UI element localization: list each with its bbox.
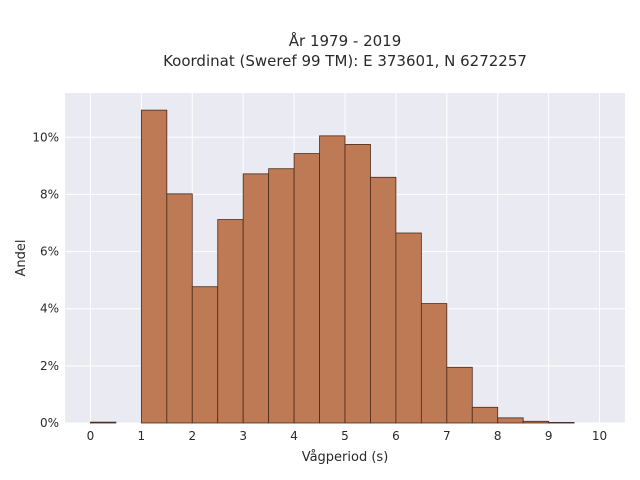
x-tick-label: 7 (443, 429, 451, 443)
y-tick-label: 4% (40, 302, 59, 316)
x-tick-label: 1 (138, 429, 146, 443)
histogram-bar (344, 144, 371, 424)
y-axis-ticks: 0% 2% 4% 6% 8% 10% (32, 130, 59, 430)
y-tick-label: 10% (32, 130, 59, 144)
y-tick-label: 8% (40, 187, 59, 201)
histogram-bar (370, 176, 397, 424)
y-axis-label: Andel (14, 240, 29, 277)
histogram-bar (420, 303, 448, 424)
y-tick-label: 2% (40, 359, 59, 373)
histogram-bar (166, 193, 193, 424)
y-tick-label: 6% (40, 245, 59, 259)
x-tick-label: 10 (592, 429, 607, 443)
histogram-bar (293, 153, 320, 424)
x-tick-label: 3 (239, 429, 247, 443)
histogram-bar (471, 406, 499, 424)
x-tick-label: 8 (494, 429, 502, 443)
x-tick-label: 2 (188, 429, 196, 443)
histogram-bar (319, 135, 346, 424)
chart-title: År 1979 - 2019 (289, 31, 402, 50)
chart-subtitle: Koordinat (Sweref 99 TM): E 373601, N 62… (163, 52, 527, 70)
histogram-bar (90, 421, 117, 424)
histogram-bar (268, 168, 295, 424)
x-tick-label: 5 (341, 429, 349, 443)
x-tick-label: 9 (545, 429, 553, 443)
histogram-bar (395, 232, 422, 424)
x-axis-label: Vågperiod (s) (302, 450, 389, 465)
x-axis-ticks: 0 1 2 3 4 5 6 7 8 9 10 (87, 429, 608, 443)
bars (90, 109, 575, 424)
histogram-bar (497, 417, 524, 424)
x-tick-label: 4 (290, 429, 298, 443)
histogram-bar (522, 420, 550, 424)
histogram-bar (217, 219, 244, 424)
x-tick-label: 6 (392, 429, 400, 443)
histogram-bar (242, 173, 270, 424)
histogram-bar (548, 422, 575, 424)
histogram-bar (191, 286, 219, 424)
x-tick-label: 0 (87, 429, 95, 443)
histogram-bar (446, 366, 473, 424)
y-tick-label: 0% (40, 416, 59, 430)
histogram-bar (140, 109, 168, 424)
